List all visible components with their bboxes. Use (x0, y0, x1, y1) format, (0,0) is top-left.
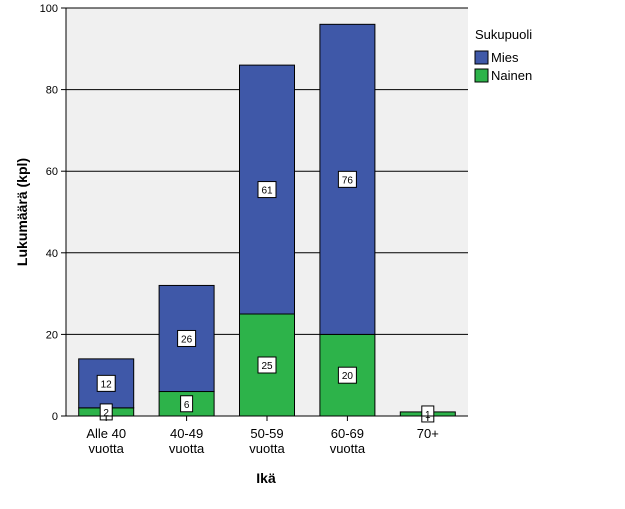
x-tick-label: 70+ (417, 426, 439, 441)
x-axis-title: Ikä (256, 470, 276, 486)
y-tick-label: 80 (46, 85, 58, 97)
data-labels: 2 12 6 26 25 61 20 76 1 (96, 170, 435, 423)
data-label-box (257, 356, 277, 374)
x-tick-label: vuotta (330, 441, 366, 456)
data-label-box (257, 181, 277, 199)
data-label: 6 (184, 400, 190, 411)
x-tick-label: Alle 40 (86, 426, 126, 441)
data-label: 20 (342, 371, 354, 382)
data-label-box (421, 405, 435, 423)
x-tick-label: 50-59 (250, 426, 283, 441)
x-tick-label: 60-69 (331, 426, 364, 441)
data-label: 1 (425, 410, 431, 421)
data-label: 61 (261, 186, 273, 197)
x-ticks: Alle 40vuotta40-49vuotta50-59vuotta60-69… (86, 416, 439, 456)
data-label: 76 (342, 175, 354, 186)
y-tick-label: 0 (52, 411, 58, 423)
y-ticks: 0 20 40 60 80 100 (40, 3, 66, 423)
data-label-box (177, 329, 197, 347)
y-tick-label: 20 (46, 329, 58, 341)
data-label-box (96, 374, 116, 392)
legend-label: Mies (491, 50, 519, 65)
y-tick-label: 100 (40, 3, 58, 15)
data-label-box (337, 366, 357, 384)
data-label: 26 (181, 334, 193, 345)
y-tick-label: 40 (46, 248, 58, 260)
x-tick-label: vuotta (249, 441, 285, 456)
data-label: 12 (101, 379, 113, 390)
legend: Sukupuoli Mies Nainen (474, 27, 532, 83)
data-label-box (337, 170, 357, 188)
data-label-box (180, 395, 194, 413)
y-tick-label: 60 (46, 166, 58, 178)
legend-label: Nainen (491, 68, 532, 83)
legend-title: Sukupuoli (475, 27, 532, 42)
legend-swatch-nainen (474, 68, 489, 83)
y-axis-title: Lukumäärä (kpl) (14, 158, 30, 266)
data-label: 2 (103, 408, 109, 419)
x-tick-label: 40-49 (170, 426, 203, 441)
x-tick-label: vuotta (169, 441, 205, 456)
x-tick-label: vuotta (88, 441, 124, 456)
data-label: 25 (261, 361, 273, 372)
legend-swatch-mies (474, 50, 489, 65)
